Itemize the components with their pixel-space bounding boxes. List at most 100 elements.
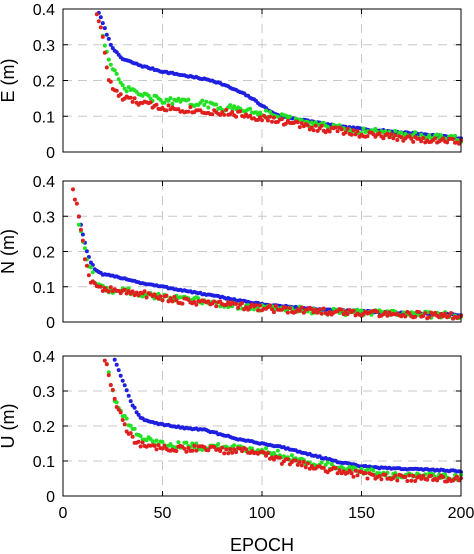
y-tick-label: 0.1 bbox=[33, 109, 55, 126]
data-point-red bbox=[349, 471, 354, 476]
data-point-red bbox=[285, 457, 290, 462]
data-point-red bbox=[118, 410, 123, 415]
data-point-red bbox=[234, 114, 239, 119]
data-point-green bbox=[176, 440, 181, 445]
data-point-green bbox=[158, 97, 163, 102]
data-point-red bbox=[218, 112, 223, 117]
data-point-red bbox=[355, 473, 360, 478]
panel-2: 0 0.1 0.2 0.3 0.4 N (m) bbox=[0, 174, 463, 332]
data-point-red bbox=[266, 451, 270, 456]
data-point-green bbox=[287, 114, 292, 119]
data-point-red bbox=[194, 448, 199, 453]
data-point-green bbox=[216, 442, 221, 447]
data-point-red bbox=[222, 451, 227, 456]
data-point-red bbox=[268, 303, 272, 308]
data-point-green bbox=[184, 440, 189, 445]
data-point-red bbox=[158, 294, 163, 299]
data-point-red bbox=[279, 307, 284, 312]
data-point-red bbox=[429, 473, 434, 478]
data-point-red bbox=[305, 461, 310, 466]
data-point-green bbox=[264, 446, 268, 451]
data-point-red bbox=[433, 136, 438, 141]
data-point-red bbox=[287, 306, 292, 311]
y-tick-label: 0 bbox=[46, 489, 55, 506]
data-point-red bbox=[118, 92, 123, 97]
data-point-red bbox=[160, 298, 165, 303]
data-point-red bbox=[305, 123, 310, 128]
data-point-red bbox=[244, 447, 249, 452]
panel-3: 0 0.1 0.2 0.3 0.4 0 50 100 150 200 U (m) EPOCH bbox=[0, 349, 474, 554]
data-point-green bbox=[200, 98, 205, 103]
data-point-red bbox=[417, 310, 422, 315]
data-point-red bbox=[283, 121, 288, 126]
data-point-red bbox=[385, 131, 390, 136]
x-tick-label: 150 bbox=[348, 505, 375, 522]
y-tick-label: 0.1 bbox=[33, 454, 55, 471]
data-point-red bbox=[295, 462, 300, 467]
data-point-green bbox=[293, 116, 298, 121]
data-point-red bbox=[425, 477, 430, 482]
data-point-red bbox=[140, 440, 145, 445]
data-point-red bbox=[256, 308, 260, 313]
data-point-green bbox=[393, 129, 398, 133]
data-point-red bbox=[353, 132, 358, 137]
data-point-red bbox=[407, 311, 412, 316]
data-point-red bbox=[413, 314, 418, 319]
data-point-red bbox=[427, 315, 432, 320]
data-point-red bbox=[92, 281, 97, 286]
data-point-red bbox=[351, 308, 356, 313]
x-tick-label: 50 bbox=[154, 505, 172, 522]
data-point-red bbox=[419, 139, 424, 144]
data-point-green bbox=[154, 438, 159, 443]
data-point-red bbox=[264, 115, 268, 120]
data-point-red bbox=[433, 310, 438, 315]
data-point-red bbox=[313, 123, 318, 128]
data-point-blue bbox=[136, 412, 141, 417]
data-point-blue bbox=[122, 383, 127, 388]
data-point-green bbox=[204, 99, 209, 104]
series-green bbox=[104, 362, 463, 482]
data-point-red bbox=[319, 123, 324, 128]
data-point-red bbox=[164, 108, 169, 113]
data-point-red bbox=[266, 118, 270, 123]
data-point-red bbox=[315, 310, 320, 315]
data-point-red bbox=[377, 131, 382, 136]
data-point-red bbox=[403, 475, 408, 479]
data-point-red bbox=[413, 479, 418, 483]
data-point-green bbox=[319, 460, 324, 465]
data-point-green bbox=[232, 443, 237, 448]
data-point-red bbox=[385, 313, 390, 318]
data-point-red bbox=[313, 307, 318, 312]
data-point-red bbox=[220, 110, 225, 115]
data-point-blue bbox=[112, 357, 117, 362]
data-point-green bbox=[427, 133, 432, 138]
data-point-green bbox=[214, 102, 219, 107]
data-point-red bbox=[271, 115, 276, 120]
data-point-red bbox=[387, 135, 392, 140]
data-point-red bbox=[238, 109, 243, 114]
data-point-red bbox=[317, 307, 322, 312]
data-point-red bbox=[172, 294, 177, 299]
data-point-green bbox=[361, 126, 366, 131]
data-point-green bbox=[413, 130, 418, 135]
data-point-red bbox=[212, 299, 217, 304]
data-point-red bbox=[224, 107, 229, 112]
data-point-red bbox=[130, 289, 135, 294]
data-point-red bbox=[230, 110, 235, 114]
data-point-red bbox=[268, 114, 272, 119]
data-point-blue bbox=[100, 21, 105, 26]
data-point-red bbox=[293, 458, 298, 463]
data-point-red bbox=[327, 129, 332, 134]
data-point-blue bbox=[98, 15, 103, 20]
y-tick-label: 0.3 bbox=[33, 384, 55, 401]
data-point-red bbox=[260, 118, 264, 123]
data-point-red bbox=[457, 141, 461, 146]
y-tick-label: 0 bbox=[46, 315, 55, 332]
data-point-blue bbox=[128, 399, 133, 404]
data-point-green bbox=[114, 400, 119, 405]
data-point-red bbox=[168, 296, 173, 301]
data-point-red bbox=[234, 301, 239, 306]
data-point-red bbox=[421, 473, 426, 478]
data-point-green bbox=[124, 89, 129, 94]
data-point-red bbox=[100, 34, 105, 39]
